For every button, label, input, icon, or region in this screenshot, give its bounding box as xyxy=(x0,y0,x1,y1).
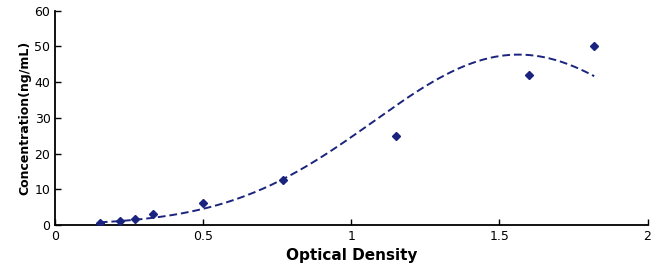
Y-axis label: Concentration(ng/mL): Concentration(ng/mL) xyxy=(18,41,32,195)
X-axis label: Optical Density: Optical Density xyxy=(286,249,417,263)
